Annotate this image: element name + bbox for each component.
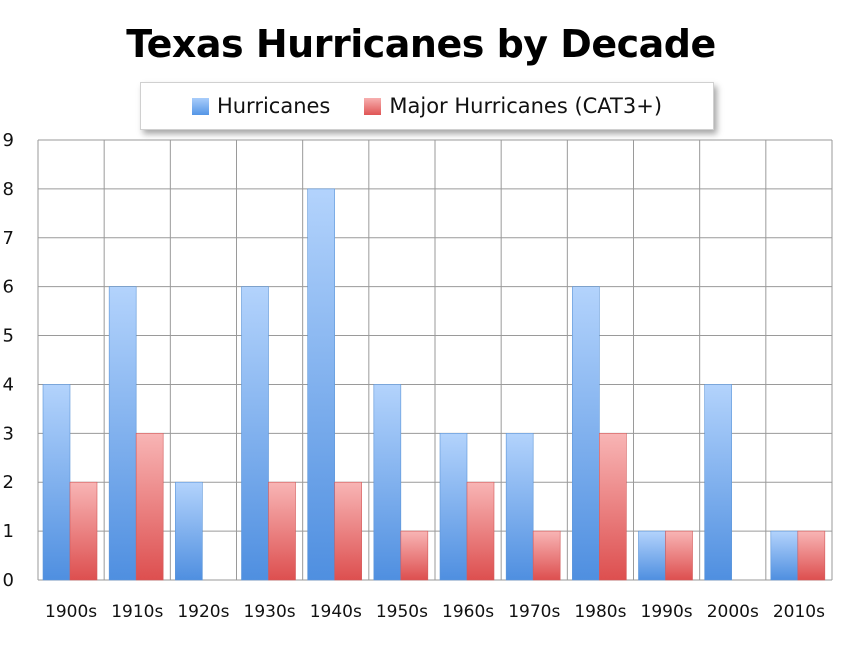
bar-major-hurricanes [334,481,362,581]
bar-major-hurricanes [665,530,693,581]
bar-hurricanes [704,384,732,581]
legend-label-hurricanes: Hurricanes [216,94,331,118]
x-tick-label: 1950s [376,602,428,622]
y-tick-label: 7 [3,228,14,249]
y-axis-ticks: 0 1 2 3 4 5 6 7 8 9 [3,130,14,591]
x-tick-label: 1990s [641,602,693,622]
bar-major-hurricanes [135,433,164,581]
bar-hurricanes [42,384,71,581]
x-tick-label: 2010s [773,602,825,622]
bar-major-hurricanes [466,481,495,581]
chart-title: Texas Hurricanes by Decade [126,22,716,66]
bar-major-hurricanes [268,481,296,581]
y-tick-label: 1 [3,521,14,542]
bar-hurricanes [638,530,666,581]
x-axis-ticks: 1900s 1910s 1920s 1930s 1940s 1950s 1960s 1970s… [45,602,825,622]
bar-major-hurricanes [797,530,826,581]
bar-hurricanes [439,433,468,581]
bar-hurricanes [241,286,269,581]
bar-hurricanes [108,286,137,581]
chart-legend: Hurricanes Major Hurricanes (CAT3+) [140,82,714,130]
grid-lines [37,139,833,581]
bar-hurricanes [373,384,402,581]
bar-hurricanes [572,286,600,581]
legend-label-major: Major Hurricanes (CAT3+) [389,94,663,118]
y-tick-label: 5 [3,326,14,347]
bar-major-hurricanes [532,530,561,581]
x-tick-label: 1980s [574,602,626,622]
bar-major-hurricanes [400,530,429,581]
bar-major-hurricanes [599,433,627,581]
bar-major-hurricanes [69,481,98,581]
x-tick-label: 1920s [177,602,229,622]
y-tick-label: 4 [3,374,14,395]
x-tick-label: 1930s [244,602,296,622]
x-tick-label: 1900s [45,602,97,622]
y-tick-label: 9 [3,130,14,151]
x-tick-label: 1940s [310,602,362,622]
y-tick-label: 8 [3,179,14,200]
x-tick-label: 1960s [442,602,494,622]
y-tick-label: 2 [3,472,14,493]
bar-hurricanes [770,530,799,581]
legend-swatch-major [364,97,382,115]
bars [42,188,826,581]
bar-hurricanes [175,481,203,581]
bar-hurricanes [505,433,534,581]
legend-swatch-hurricanes [191,97,209,115]
legend-item-major: Major Hurricanes (CAT3+) [364,94,662,118]
x-tick-label: 1970s [508,602,560,622]
y-tick-label: 0 [3,570,14,591]
x-tick-label: 2000s [707,602,759,622]
x-tick-label: 1910s [111,602,163,622]
legend-item-hurricanes: Hurricanes [191,94,331,118]
y-tick-label: 6 [3,277,14,298]
y-tick-label: 3 [3,423,14,444]
bar-hurricanes [307,188,335,581]
